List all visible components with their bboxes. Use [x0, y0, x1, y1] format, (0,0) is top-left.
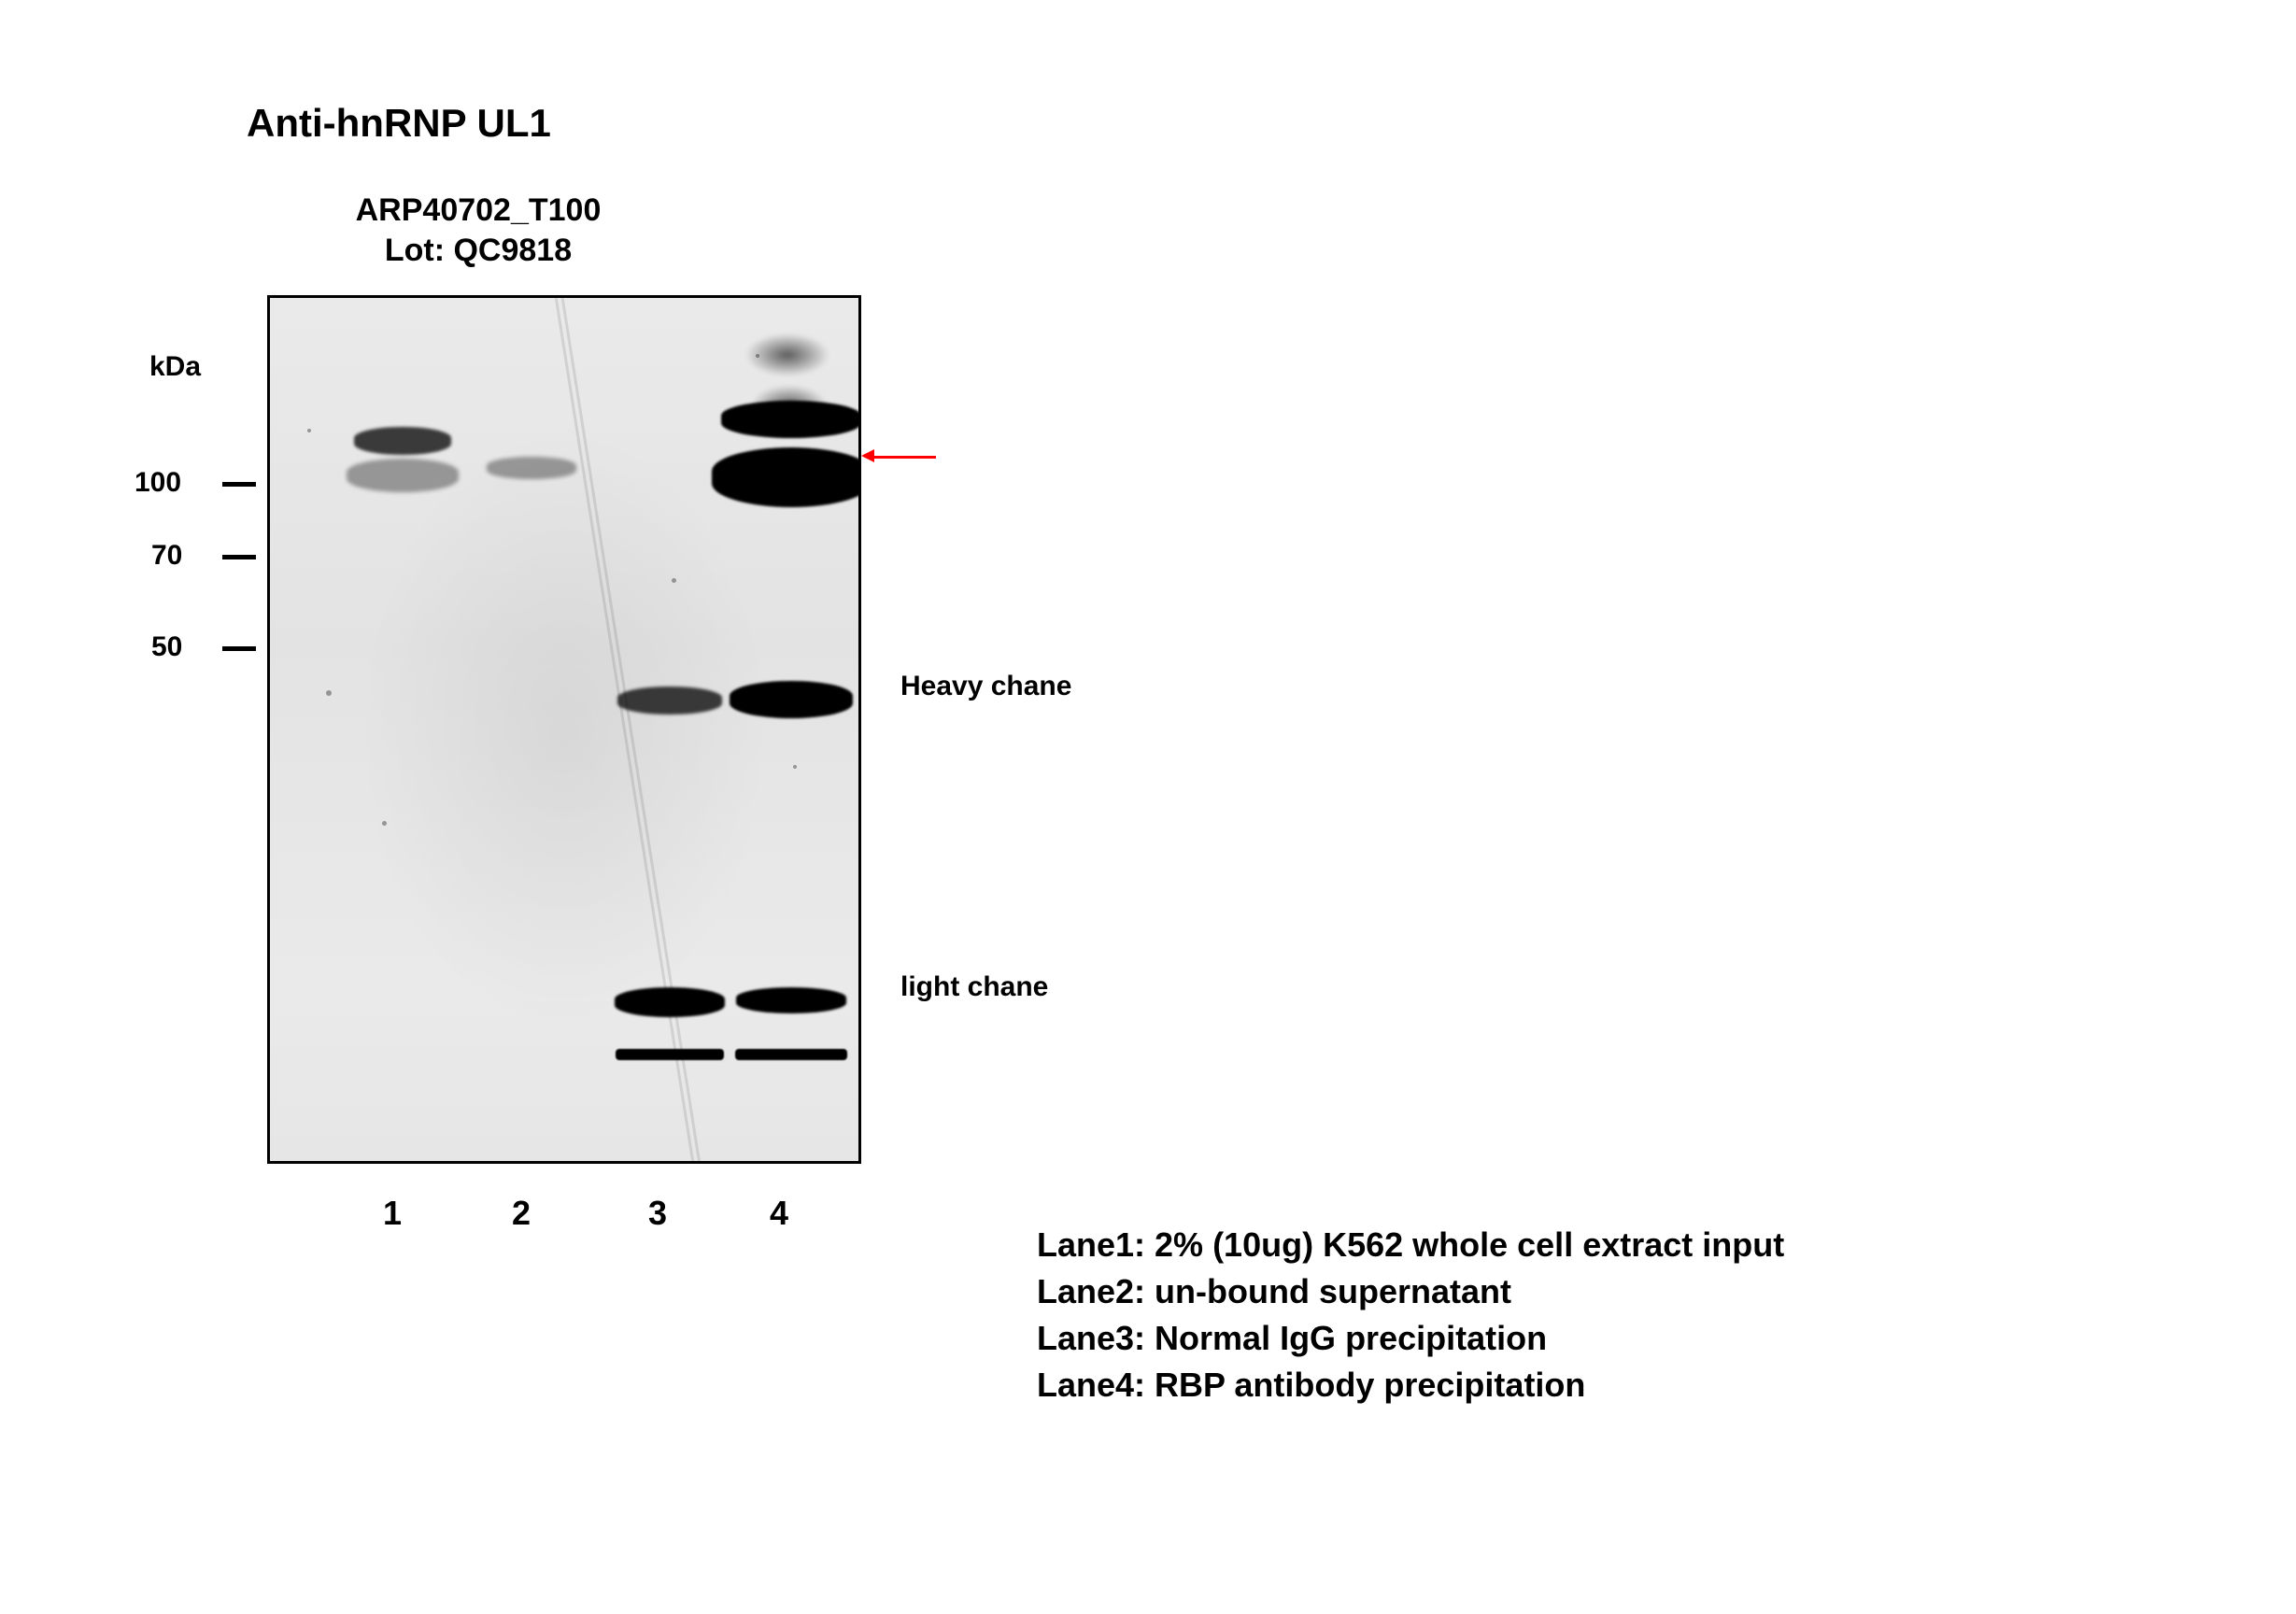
mw-marker-tick — [222, 482, 256, 487]
blot-band — [730, 681, 853, 718]
mw-marker-label: 50 — [151, 631, 182, 663]
lane-number: 2 — [512, 1194, 531, 1233]
blot-band — [721, 401, 861, 438]
subtitle-line-2: Lot: QC9818 — [385, 233, 572, 268]
lane-legend: Lane1: 2% (10ug) K562 whole cell extract… — [1037, 1222, 1784, 1409]
blot-speck — [307, 429, 311, 432]
blot-speck — [672, 578, 676, 583]
blot-speck — [326, 690, 332, 696]
subtitle-line-1: ARP40702_T100 — [356, 192, 602, 228]
blot-smudge — [731, 326, 843, 384]
blot-band — [712, 447, 861, 507]
legend-line: Lane3: Normal IgG precipitation — [1037, 1315, 1784, 1362]
western-blot-image — [267, 295, 861, 1164]
blot-speck — [382, 821, 387, 826]
legend-line: Lane1: 2% (10ug) K562 whole cell extract… — [1037, 1222, 1784, 1268]
figure-subtitle: ARP40702_T100 Lot: QC9818 — [310, 191, 646, 270]
blot-band — [347, 459, 459, 492]
arrow-shaft — [871, 456, 936, 459]
mw-marker-tick — [222, 555, 256, 559]
band-side-label: light chane — [900, 971, 1048, 1003]
mw-marker-label: 100 — [135, 467, 181, 499]
blot-speck — [756, 354, 759, 358]
mw-unit-label: kDa — [149, 351, 201, 383]
blot-band — [617, 687, 722, 715]
figure-title: Anti-hnRNP UL1 — [247, 101, 551, 146]
blot-speck — [793, 765, 797, 769]
blot-band — [735, 1049, 847, 1060]
band-side-label: Heavy chane — [900, 671, 1071, 702]
mw-marker-label: 70 — [151, 540, 182, 572]
blot-band — [736, 987, 846, 1013]
blot-band — [615, 987, 725, 1017]
blot-band — [616, 1049, 724, 1060]
lane-number: 3 — [648, 1194, 667, 1233]
legend-line: Lane2: un-bound supernatant — [1037, 1268, 1784, 1315]
blot-band — [354, 427, 451, 455]
lane-number: 4 — [770, 1194, 788, 1233]
blot-band — [487, 457, 576, 479]
mw-marker-tick — [222, 646, 256, 651]
legend-line: Lane4: RBP antibody precipitation — [1037, 1362, 1784, 1409]
lane-number: 1 — [383, 1194, 402, 1233]
